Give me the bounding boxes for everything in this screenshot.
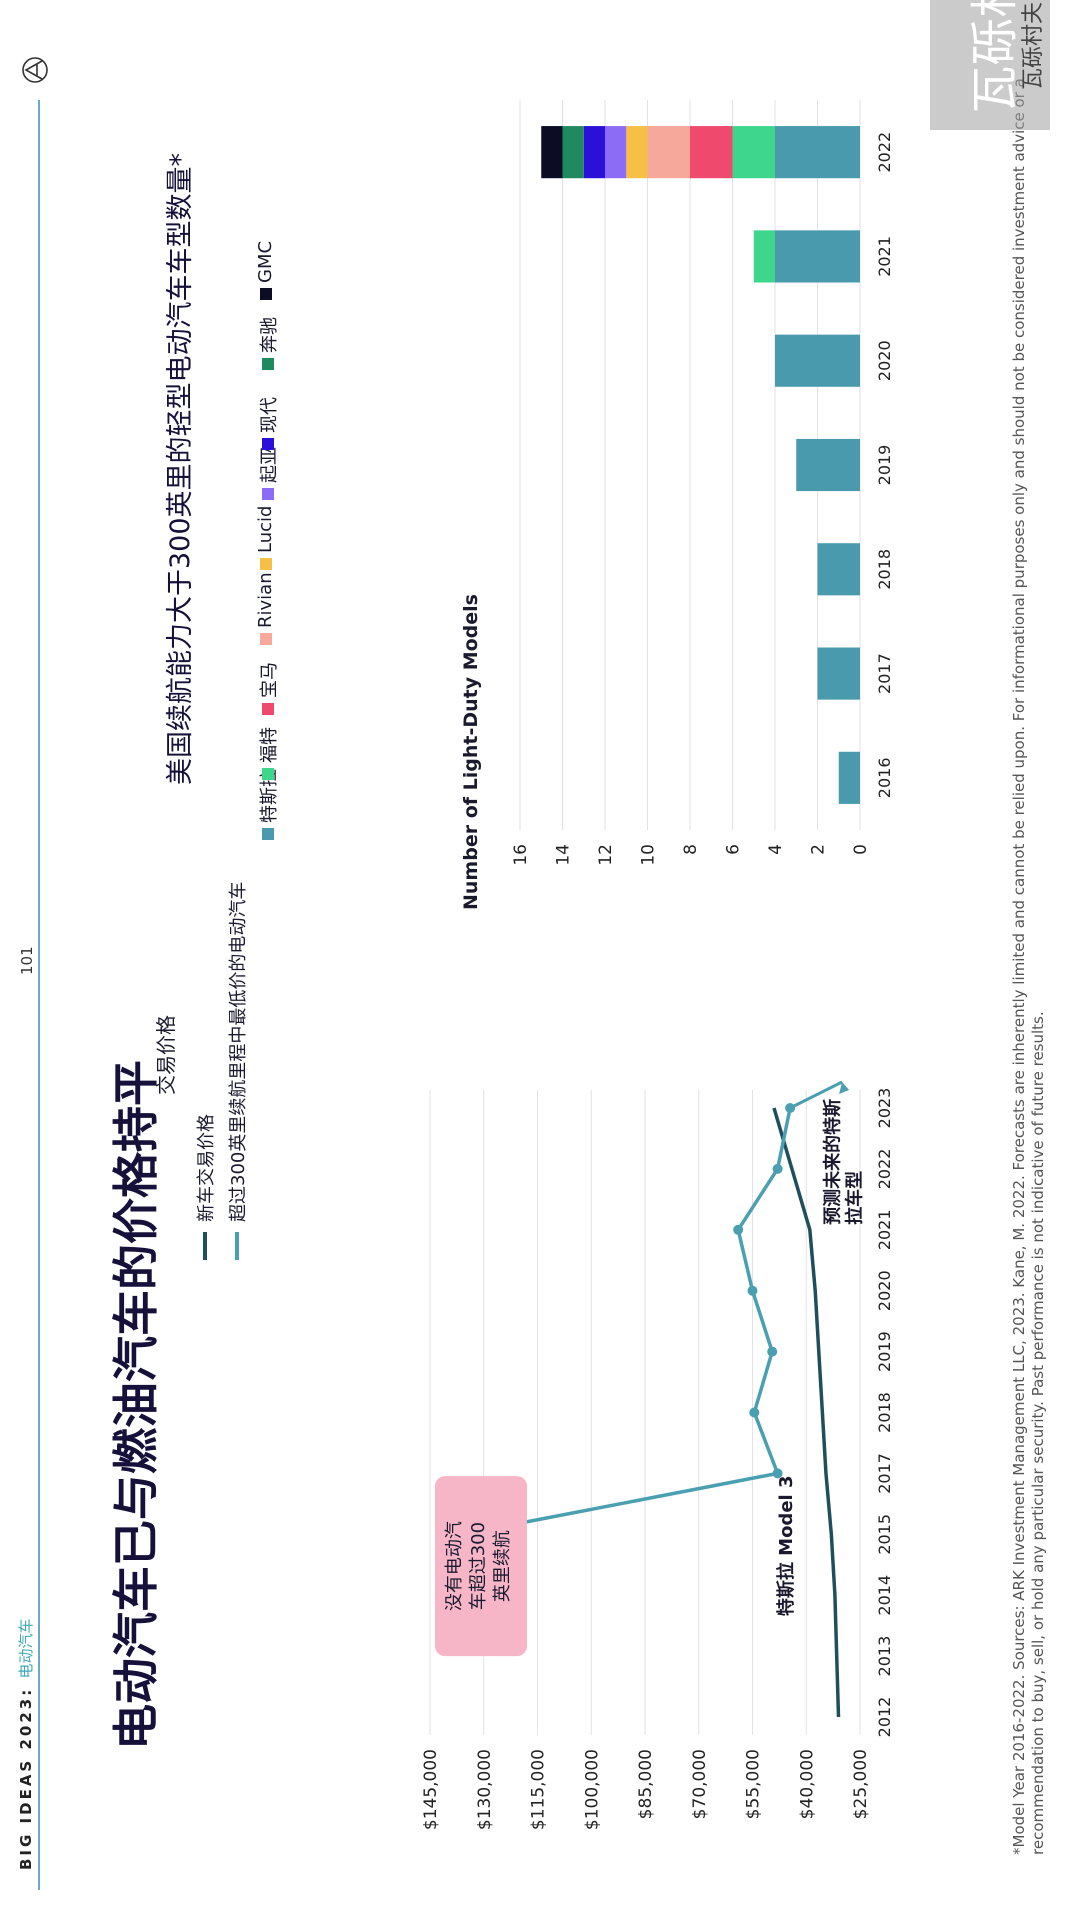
bar-segment xyxy=(626,126,648,179)
projection-arrowhead xyxy=(839,1082,850,1094)
y-tick-label: $25,000 xyxy=(851,1749,871,1819)
bar-segment xyxy=(775,334,860,387)
x-tick-label: 2019 xyxy=(875,1331,894,1372)
series-line-ev xyxy=(461,1107,792,1537)
bar-segment xyxy=(647,126,690,179)
annotation-model3: 特斯拉 Model 3 xyxy=(775,1475,797,1616)
x-tick-label: 2021 xyxy=(875,236,894,277)
x-tick-label: 2016 xyxy=(875,757,894,798)
bar-segment xyxy=(775,126,860,179)
y-tick-label: 6 xyxy=(724,844,744,855)
x-tick-label: 2018 xyxy=(875,549,894,590)
bar-segment xyxy=(541,126,563,179)
x-tick-label: 2017 xyxy=(875,653,894,694)
bar-chart: 0 2 4 6 8 10 12 14 16 2016 2017 2018 2019 2020 2021 202… xyxy=(511,100,894,866)
ark-logo-icon xyxy=(22,57,48,83)
y-tick-label: $145,000 xyxy=(421,1749,441,1830)
y-tick-label: 2 xyxy=(809,844,829,855)
series-point-ev xyxy=(749,1407,760,1418)
x-tick-label: 2019 xyxy=(875,445,894,486)
y-tick-label: 14 xyxy=(554,844,574,866)
y-tick-label: 0 xyxy=(851,844,871,855)
annotation-no-ev: 没有电动汽 车超过300 英里续航 xyxy=(444,1521,513,1611)
series-point-ev xyxy=(772,1163,783,1174)
bar-segment xyxy=(796,438,860,492)
y-tick-label: $85,000 xyxy=(636,1749,656,1819)
y-tick-label: 4 xyxy=(766,844,786,855)
x-tick-label: 2014 xyxy=(875,1575,894,1616)
bar-segment xyxy=(605,126,627,179)
x-tick-label: 2018 xyxy=(875,1392,894,1433)
series-line-new-car xyxy=(772,1107,841,1718)
series-point-ev xyxy=(772,1468,783,1479)
x-tick-label: 2015 xyxy=(875,1514,894,1555)
y-tick-label: $70,000 xyxy=(690,1749,710,1819)
y-tick-label: $100,000 xyxy=(582,1749,602,1830)
y-tick-label: 10 xyxy=(639,844,659,866)
x-tick-label: 2022 xyxy=(875,132,894,173)
y-tick-label: $40,000 xyxy=(797,1749,817,1819)
y-tick-label: $115,000 xyxy=(529,1749,549,1830)
bar-y-axis-title: Number of Light-Duty Models xyxy=(460,594,482,910)
x-tick-label: 2012 xyxy=(875,1697,894,1738)
bar-segment xyxy=(562,126,584,179)
x-tick-label: 2020 xyxy=(875,340,894,381)
line-chart: $25,000 $40,000 $55,000 $70,000 $85,000 $100,… xyxy=(421,1080,894,1830)
y-tick-label: $130,000 xyxy=(475,1749,495,1830)
series-point-ev xyxy=(747,1285,758,1296)
projection-arrow xyxy=(789,1080,843,1110)
x-tick-label: 2021 xyxy=(875,1209,894,1250)
x-tick-label: 2013 xyxy=(875,1636,894,1677)
bar-segment xyxy=(583,126,605,179)
wechat-source: 瓦砾村夫 xyxy=(1021,1,1046,90)
series-point-ev xyxy=(733,1224,744,1235)
footnote: *Model Year 2016-2022. Sources: ARK Inve… xyxy=(1010,78,1047,1855)
x-tick-label: 2022 xyxy=(875,1149,894,1190)
bar-segment xyxy=(690,126,733,179)
x-tick-label: 2017 xyxy=(875,1453,894,1494)
x-tick-label: 2020 xyxy=(875,1270,894,1311)
annotation-future-tesla: 预测未来的特斯拉车型 xyxy=(822,1099,866,1225)
annotation-no-ev-box xyxy=(435,1476,527,1657)
y-tick-label: $55,000 xyxy=(744,1749,764,1819)
series-point-ev xyxy=(767,1346,778,1357)
y-tick-label: 12 xyxy=(596,844,616,866)
bar-segment xyxy=(753,230,775,283)
y-tick-label: 8 xyxy=(681,844,701,855)
bar-segment xyxy=(732,126,775,179)
bar-segment xyxy=(817,543,860,596)
x-tick-label: 2023 xyxy=(875,1088,894,1129)
bar-segment xyxy=(775,230,860,283)
bar-segment xyxy=(838,751,860,804)
bar-segment xyxy=(817,647,860,700)
y-tick-label: 16 xyxy=(511,844,531,866)
